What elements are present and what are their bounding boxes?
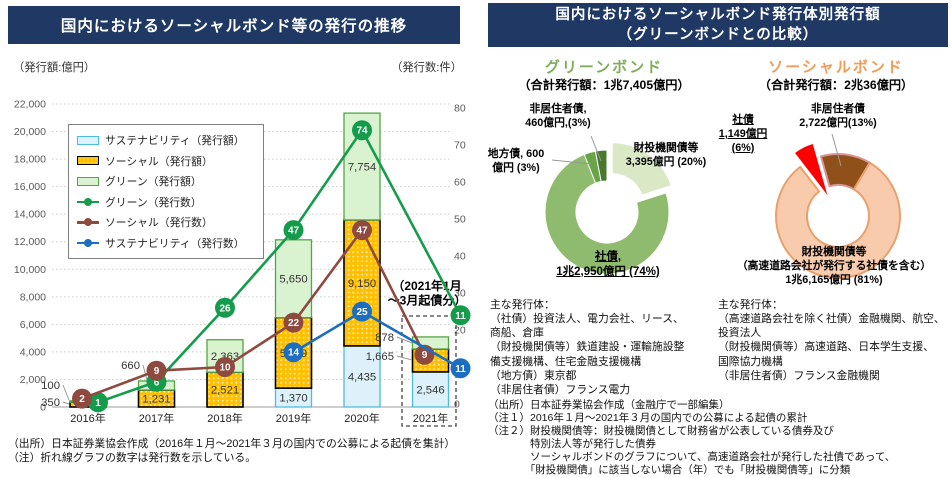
green-bond-donut-chart [544,135,672,275]
svg-text:1,370: 1,370 [279,393,307,405]
svg-text:9,150: 9,150 [348,278,376,290]
green-bond-heading: グリーンボンド [544,59,664,76]
svg-text:～3月起債分）: ～3月起債分） [388,293,467,308]
svg-text:4,000: 4,000 [20,346,46,358]
svg-text:2,521: 2,521 [211,385,239,397]
svg-text:2: 2 [79,394,85,405]
svg-text:14: 14 [288,348,300,359]
svg-text:16,000: 16,000 [14,181,46,193]
legend-bar-swatch [77,135,99,145]
social-bond-donut-chart [775,133,902,279]
svg-text:40: 40 [454,251,466,263]
social-bond-heading: ソーシャルボンド [768,59,904,76]
svg-text:2018年: 2018年 [207,411,242,425]
svg-text:6,000: 6,000 [20,319,46,331]
svg-text:22: 22 [288,318,300,329]
green-bond-total: （合計発行額：1兆7,405億円） [518,78,690,92]
svg-text:660: 660 [121,360,140,372]
green-filp-label: 財投機関債等 3,395億円 (20%) [625,142,707,168]
svg-text:80: 80 [454,103,466,115]
legend-item: ソーシャル（発行数） [77,212,255,233]
svg-text:30: 30 [454,288,466,300]
svg-text:25: 25 [356,307,368,318]
legend-bar-swatch [77,156,99,166]
chart-legend: サステナビリティ（発行額） ソーシャル（発行額） グリーン（発行額） グリーン（発行数… [68,124,264,259]
bar-series-group: 1,2312,5212,3631,3705,1195,6504,4359,150… [69,112,450,408]
svg-text:8,000: 8,000 [20,291,46,303]
svg-text:0: 0 [40,402,46,414]
svg-text:18,000: 18,000 [14,154,46,166]
svg-text:22,000: 22,000 [14,99,46,111]
svg-text:2017年: 2017年 [139,411,174,425]
legend-item: グリーン（発行数） [77,192,255,213]
svg-text:26: 26 [219,303,231,314]
svg-text:7,754: 7,754 [348,162,376,174]
svg-text:10,000: 10,000 [14,264,46,276]
social-nonresident-label: 非居住者債 2,722億円(13%) [799,103,877,129]
svg-text:11: 11 [455,311,466,322]
svg-text:9: 9 [422,350,428,361]
green-corporate-label: 社債, 1兆2,950億円 (74%) [556,251,660,278]
svg-text:0: 0 [454,399,460,411]
svg-text:878: 878 [375,332,394,344]
svg-text:70: 70 [454,140,466,152]
green-issuers-list: 主な発行体： （社債）投資法人、電力会社、リース、 商船、倉庫 （財投機関債等）… [490,299,685,396]
social-issuers-list: 主な発行体： （高速道路会社を除く社債）金融機関、航空、 投資法人 （財投機関債… [718,299,945,382]
svg-text:2,546: 2,546 [416,384,444,396]
donut-slice [793,142,830,198]
svg-text:1,665: 1,665 [366,351,394,363]
svg-text:（2021年1月: （2021年1月 [392,278,461,293]
svg-text:4,435: 4,435 [348,371,376,383]
legend-line-swatch [77,238,99,248]
social-filp-label: 財投機関債等 （高速道路会社が発行する社債を含む） 1兆6,165億円 (81%… [736,246,932,286]
svg-text:100: 100 [41,380,60,392]
legend-item: ソーシャル（発行額） [77,151,255,172]
left-axis-caption: （発行額:億円） [13,62,96,74]
left-chart-notes: （出所）日本証券業協会作成（2016年１月～2021年３月の国内での公募による起… [8,438,456,465]
svg-text:47: 47 [356,226,368,237]
combo-bar-line-chart: 0 2,000 4,000 6,000 8,000 10,000 12,000 14,000 1… [14,99,471,427]
svg-text:1: 1 [95,398,101,409]
svg-text:47: 47 [288,226,300,237]
donut-slice [611,142,672,196]
right-axis-caption: （発行数:件） [391,62,462,74]
svg-text:6: 6 [154,377,160,388]
green-nonresident-label: 非居住者債, 460億円,(3%) [525,103,591,129]
legend-line-swatch [77,217,99,227]
social-corporate-label: 社債 1,149億円 (6%) [718,114,768,154]
svg-text:20: 20 [454,325,466,337]
svg-text:9: 9 [154,366,160,377]
svg-text:2016年: 2016年 [70,411,105,425]
legend-bar-swatch [77,176,99,186]
donut-slice [544,153,670,275]
svg-text:350: 350 [41,397,60,409]
svg-text:11: 11 [455,364,466,375]
legend-item: サステナビリティ（発行額） [77,130,255,151]
svg-text:10: 10 [219,363,231,374]
svg-text:60: 60 [454,177,466,189]
svg-text:74: 74 [356,126,368,137]
svg-text:2020年: 2020年 [344,411,379,425]
right-chart-notes: （出所）日本証券業協会作成（金融庁で一部編集） （注１）2016年１月～2021… [488,399,896,477]
legend-line-swatch [77,197,99,207]
svg-text:20,000: 20,000 [14,126,46,138]
legend-item: グリーン（発行額） [77,171,255,192]
svg-text:5,650: 5,650 [279,274,307,286]
legend-item: サステナビリティ（発行数） [77,233,255,254]
svg-text:1,231: 1,231 [142,394,170,406]
svg-text:2021年: 2021年 [413,411,448,425]
svg-text:14,000: 14,000 [14,209,46,221]
right-chart-title: 国内におけるソーシャルボンド発行体別発行額 （グリーンボンドとの比較） [488,3,948,47]
svg-text:50: 50 [454,214,466,226]
left-chart-title: 国内におけるソーシャルボンド等の発行の推移 [8,6,460,44]
svg-text:2,000: 2,000 [20,374,46,386]
svg-text:2019年: 2019年 [276,411,311,425]
donut-slice [594,149,608,183]
donut-slice [775,161,902,279]
green-municipal-label: 地方債, 600 億円 (3%) [487,148,545,174]
social-bond-total: （合計発行額：2兆36億円） [758,78,914,92]
svg-text:12,000: 12,000 [14,236,46,248]
